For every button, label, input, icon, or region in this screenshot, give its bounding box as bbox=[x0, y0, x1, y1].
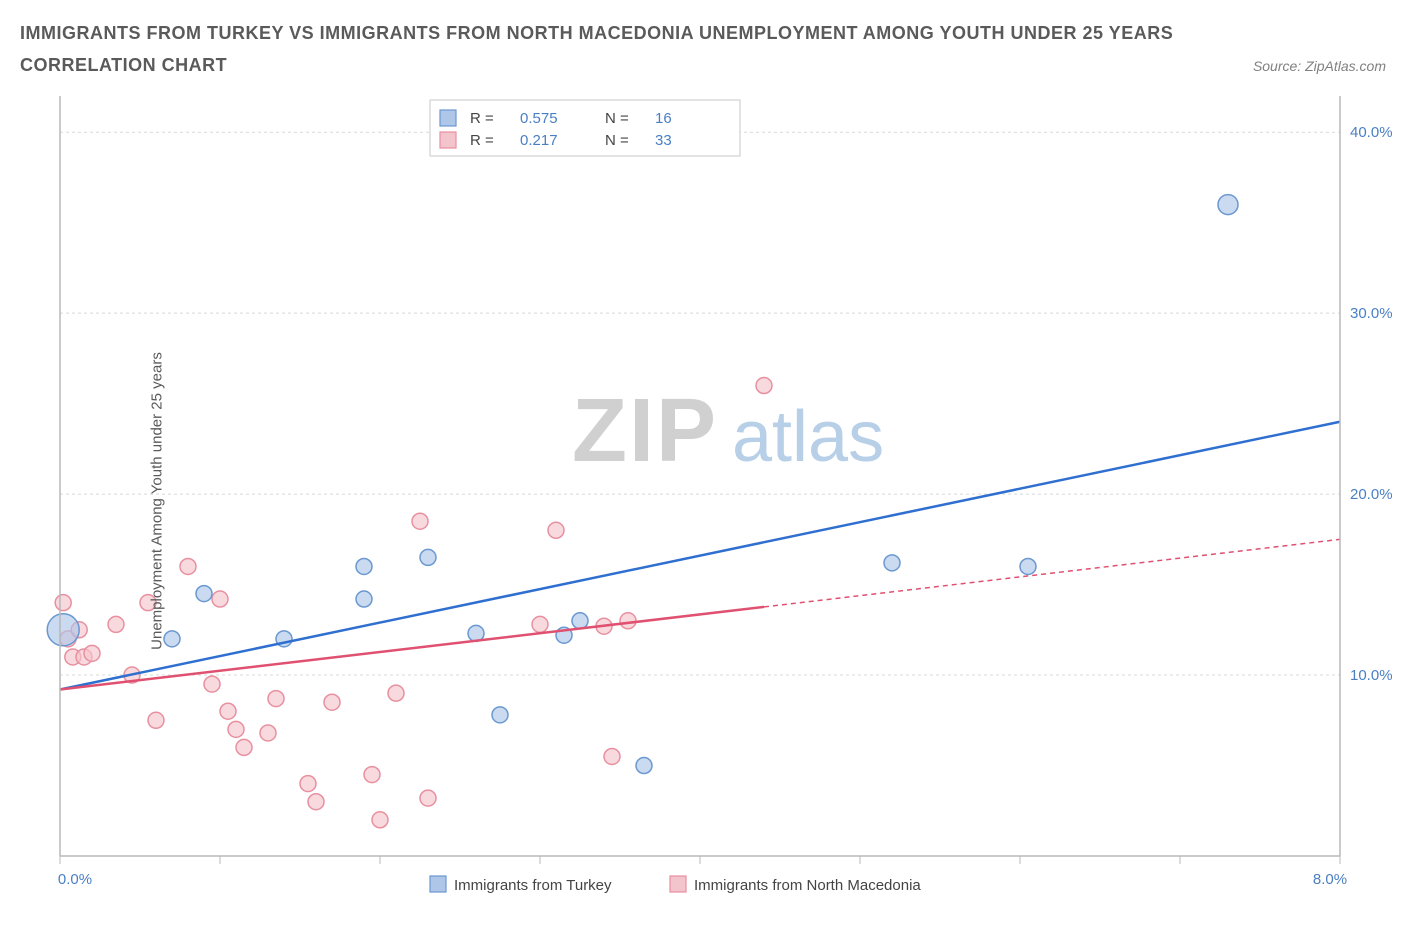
y-tick-label: 40.0% bbox=[1350, 124, 1393, 141]
data-point-macedonia bbox=[604, 748, 620, 764]
data-point-turkey bbox=[1020, 558, 1036, 574]
legend-r-label: R = bbox=[470, 132, 494, 149]
watermark-zip: ZIP bbox=[572, 380, 718, 480]
bottom-legend-label-turkey: Immigrants from Turkey bbox=[454, 877, 612, 894]
data-point-macedonia bbox=[84, 645, 100, 661]
data-point-turkey bbox=[420, 549, 436, 565]
data-point-macedonia bbox=[204, 676, 220, 692]
data-point-macedonia bbox=[260, 725, 276, 741]
bottom-legend-swatch-macedonia bbox=[670, 876, 686, 892]
data-point-turkey bbox=[356, 558, 372, 574]
data-point-turkey bbox=[356, 591, 372, 607]
data-point-macedonia bbox=[220, 703, 236, 719]
data-point-macedonia bbox=[108, 616, 124, 632]
bottom-legend-label-macedonia: Immigrants from North Macedonia bbox=[694, 877, 921, 894]
legend-r-label: R = bbox=[470, 110, 494, 127]
data-point-macedonia bbox=[180, 558, 196, 574]
legend-swatch-turkey bbox=[440, 110, 456, 126]
data-point-turkey bbox=[1218, 194, 1238, 214]
legend-n-value: 16 bbox=[655, 110, 672, 127]
source-label: Source: ZipAtlas.com bbox=[1253, 58, 1386, 74]
data-point-macedonia bbox=[548, 522, 564, 538]
data-point-macedonia bbox=[412, 513, 428, 529]
legend-r-value: 0.575 bbox=[520, 110, 558, 127]
chart-title-line2: CORRELATION CHART bbox=[20, 55, 227, 76]
data-point-macedonia bbox=[532, 616, 548, 632]
data-point-macedonia bbox=[268, 690, 284, 706]
data-point-macedonia bbox=[228, 721, 244, 737]
data-point-turkey bbox=[636, 757, 652, 773]
y-tick-label: 10.0% bbox=[1350, 667, 1393, 684]
data-point-turkey bbox=[492, 706, 508, 722]
data-point-macedonia bbox=[756, 377, 772, 393]
data-point-turkey bbox=[47, 613, 79, 645]
legend-n-label: N = bbox=[605, 132, 629, 149]
y-axis-title: Unemployment Among Youth under 25 years bbox=[148, 352, 165, 650]
chart-title-line1: IMMIGRANTS FROM TURKEY VS IMMIGRANTS FRO… bbox=[20, 18, 1386, 49]
data-point-macedonia bbox=[324, 694, 340, 710]
data-point-macedonia bbox=[364, 766, 380, 782]
data-point-macedonia bbox=[620, 612, 636, 628]
legend-n-label: N = bbox=[605, 110, 629, 127]
data-point-turkey bbox=[196, 585, 212, 601]
data-point-macedonia bbox=[148, 712, 164, 728]
data-point-macedonia bbox=[372, 811, 388, 827]
correlation-scatter-chart: ZIPatlas 10.0% 20.0% 30.0% 40.0% 0.0% 8.0% R = 0… bbox=[0, 86, 1406, 916]
x-tick-label: 0.0% bbox=[58, 871, 92, 888]
legend-r-value: 0.217 bbox=[520, 132, 558, 149]
data-point-macedonia bbox=[388, 685, 404, 701]
data-point-turkey bbox=[884, 554, 900, 570]
data-point-macedonia bbox=[300, 775, 316, 791]
legend-swatch-macedonia bbox=[440, 132, 456, 148]
data-point-macedonia bbox=[55, 594, 71, 610]
y-tick-label: 20.0% bbox=[1350, 486, 1393, 503]
trend-line-ext-macedonia bbox=[764, 539, 1340, 607]
legend-n-value: 33 bbox=[655, 132, 672, 149]
data-point-macedonia bbox=[212, 591, 228, 607]
data-point-macedonia bbox=[236, 739, 252, 755]
data-point-turkey bbox=[164, 630, 180, 646]
bottom-legend-swatch-turkey bbox=[430, 876, 446, 892]
data-point-turkey bbox=[572, 612, 588, 628]
y-tick-label: 30.0% bbox=[1350, 305, 1393, 322]
x-tick-label: 8.0% bbox=[1313, 871, 1347, 888]
trend-line-macedonia bbox=[60, 607, 764, 690]
data-point-macedonia bbox=[308, 793, 324, 809]
data-point-macedonia bbox=[420, 790, 436, 806]
watermark-atlas: atlas bbox=[732, 396, 884, 476]
